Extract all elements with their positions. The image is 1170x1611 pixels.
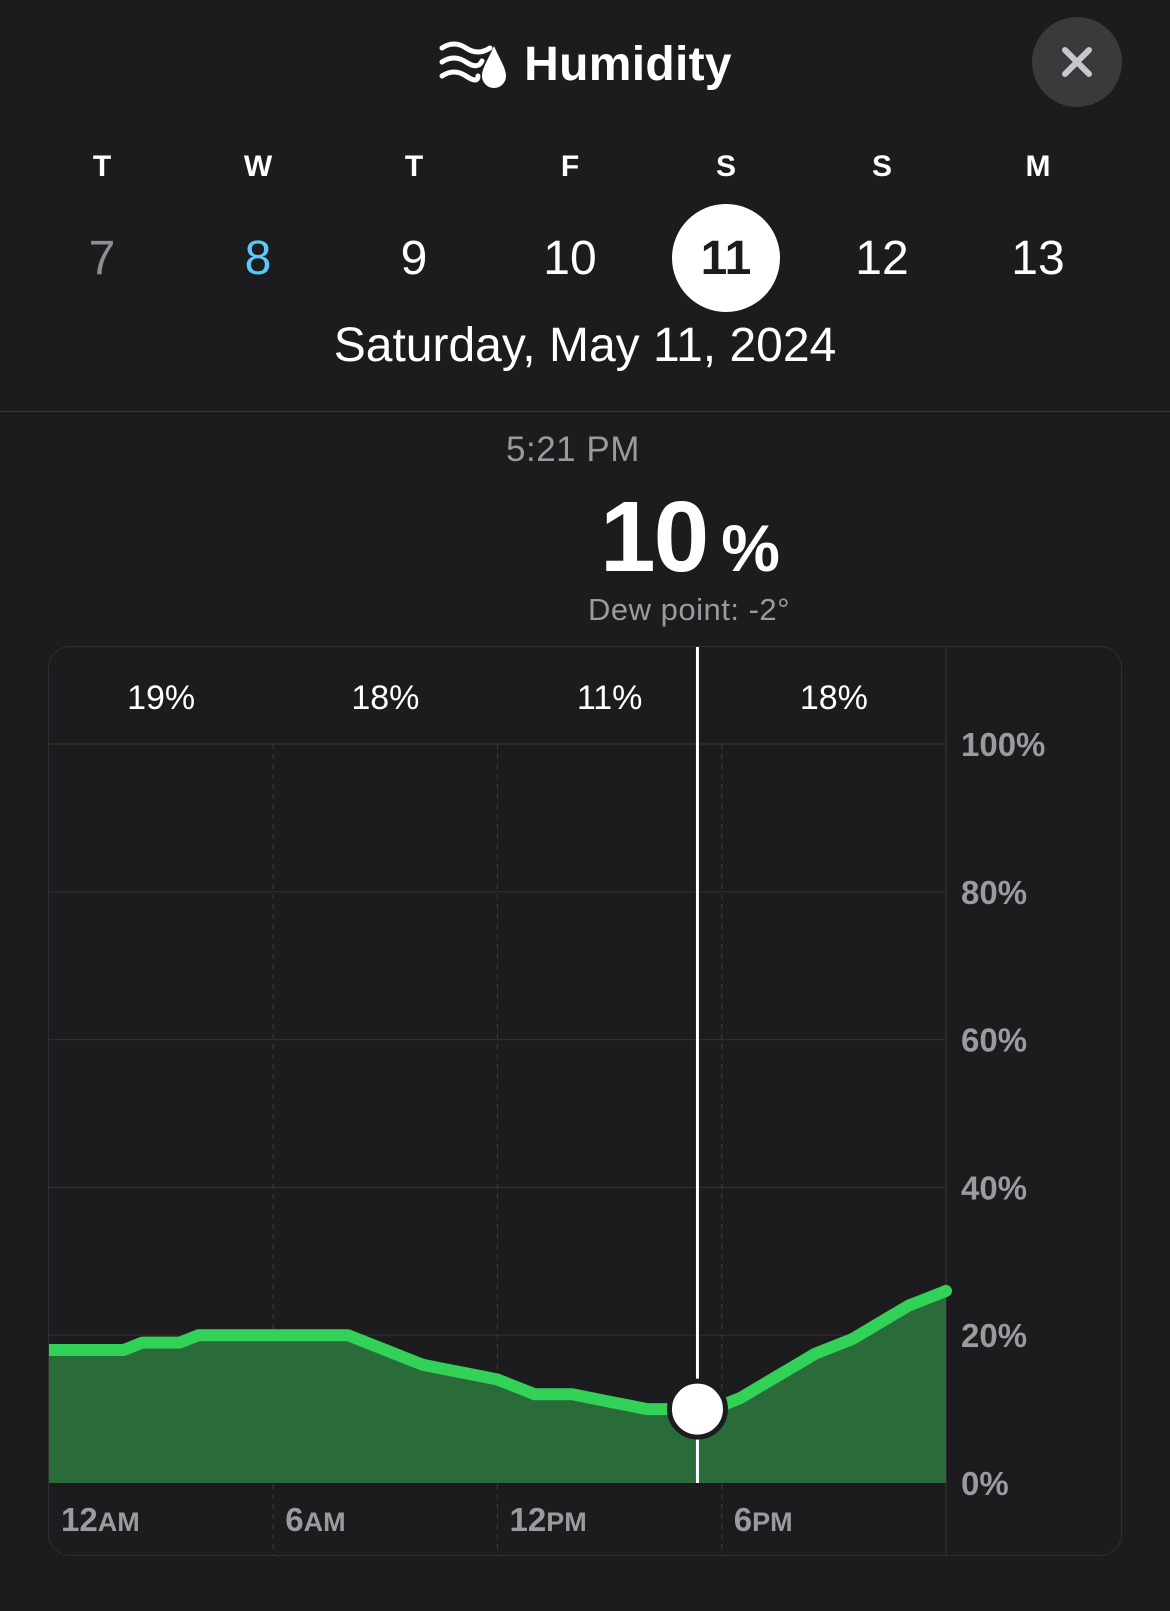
day-letter: M (1025, 150, 1051, 183)
y-tick-label: 100% (961, 726, 1045, 763)
selected-date-label: Saturday, May 11, 2024 (333, 319, 837, 372)
day-letter: S (871, 150, 892, 183)
day-letter: F (560, 150, 580, 183)
day-number: 12 (855, 231, 909, 285)
x-tick-label: 6PM (734, 1501, 793, 1538)
day-letter: T (404, 150, 424, 183)
day-number: 13 (1011, 231, 1065, 285)
x-tick-label: 12PM (510, 1501, 587, 1538)
day-button-13[interactable]: 13 (984, 204, 1092, 312)
humidity-unit: % (721, 511, 780, 585)
day-letter: S (715, 150, 736, 183)
x-tick-label: 12AM (61, 1501, 140, 1538)
x-tick-main: 6 (734, 1501, 752, 1538)
day-button-10[interactable]: 10 (516, 204, 624, 312)
humidity-area (49, 1290, 946, 1483)
day-letter: W (243, 150, 273, 183)
close-button[interactable] (1032, 17, 1122, 107)
x-tick-label: 6AM (285, 1501, 345, 1538)
period-label: 18% (351, 679, 419, 717)
period-label: 11% (577, 679, 643, 717)
day-button-7[interactable]: 7 (48, 204, 156, 312)
y-tick-label: 0% (961, 1465, 1009, 1502)
humidity-value: 10 (600, 481, 709, 593)
period-label: 19% (127, 679, 195, 717)
x-tick-suffix: PM (546, 1507, 587, 1537)
day-number: 11 (700, 231, 752, 285)
close-icon (1062, 47, 1092, 77)
day-button-12[interactable]: 12 (828, 204, 936, 312)
day-number: 9 (400, 231, 428, 285)
x-tick-suffix: AM (98, 1507, 140, 1537)
day-button-11[interactable]: 11 (672, 204, 780, 312)
humidity-icon (439, 41, 507, 88)
x-tick-main: 12 (61, 1501, 98, 1538)
page-title: Humidity (524, 37, 732, 91)
day-button-8[interactable]: 8 (204, 204, 312, 312)
day-number: 10 (543, 231, 597, 285)
y-tick-label: 40% (961, 1169, 1027, 1206)
humidity-chart[interactable]: 19% 18% 11% 18%100%80%60%40%20%0%12AM 6AM 12P… (49, 647, 1122, 1556)
day-letter: T (92, 150, 112, 183)
day-button-9[interactable]: 9 (360, 204, 468, 312)
divider (0, 411, 1170, 412)
day-number: 7 (88, 231, 116, 285)
x-tick-main: 6 (285, 1501, 303, 1538)
x-tick-suffix: PM (752, 1507, 793, 1537)
humidity-chart-card[interactable]: 19% 18% 11% 18% 100% 80% 60% 40% 20% 0% 12AM 6AM 12P… (48, 646, 1122, 1556)
readout-value: 10 % (600, 480, 780, 593)
y-tick-label: 80% (961, 874, 1027, 911)
y-tick-label: 60% (961, 1022, 1027, 1059)
period-label: 18% (800, 679, 868, 717)
week-day-picker: T 7 W 8 T 9 F 10 S 11 S 12 M 13 (0, 140, 1170, 320)
selection-point[interactable] (666, 1378, 728, 1440)
dew-point: Dew point: -2° (588, 592, 791, 627)
y-tick-label: 20% (961, 1317, 1027, 1354)
x-tick-main: 12 (510, 1501, 547, 1538)
humidity-line (49, 1284, 952, 1416)
readout-time: 5:21 PM (506, 430, 640, 469)
header: Humidity (0, 28, 1170, 100)
day-number: 8 (244, 231, 272, 285)
x-tick-suffix: AM (304, 1507, 346, 1537)
